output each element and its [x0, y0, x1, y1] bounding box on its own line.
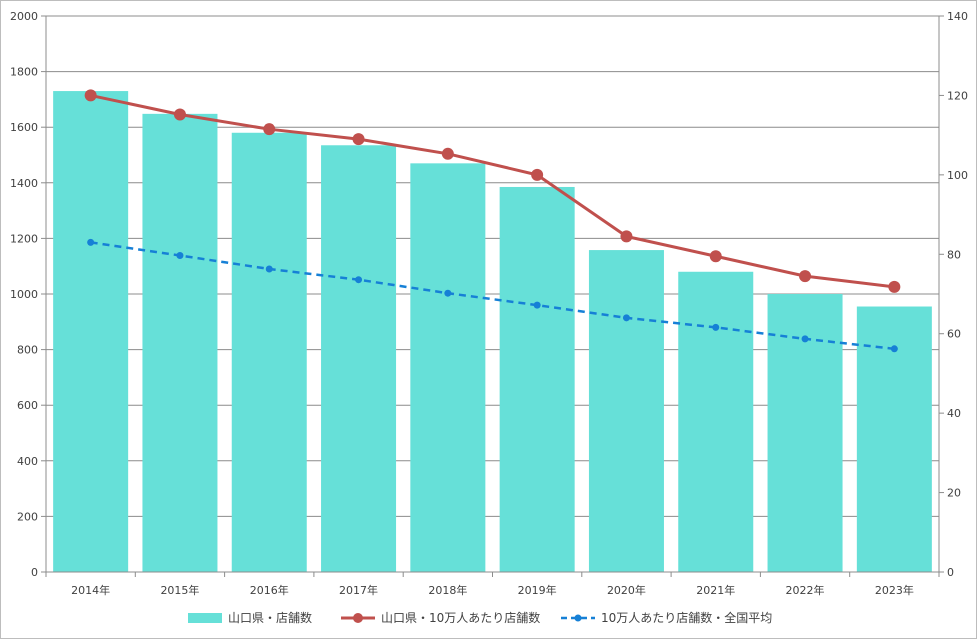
series-point [533, 301, 541, 309]
legend-marker [353, 613, 363, 623]
legend-label: 10万人あたり店舗数・全国平均 [601, 610, 772, 625]
left-tick-label: 600 [17, 399, 38, 412]
left-tick-label: 1400 [10, 177, 38, 190]
x-tick-label: 2017年 [339, 583, 378, 597]
x-tick-label: 2015年 [160, 583, 199, 597]
right-tick-label: 20 [947, 487, 961, 500]
x-tick-label: 2021年 [696, 583, 735, 597]
series-point [84, 89, 97, 102]
left-tick-label: 0 [31, 566, 38, 579]
x-tick-label: 2019年 [518, 583, 557, 597]
legend: 山口県・店舗数 山口県・10万人あたり店舗数 10万人あたり店舗数・全国平均 [188, 610, 772, 625]
series-point [712, 323, 720, 331]
bar [678, 271, 754, 572]
right-tick-label: 60 [947, 328, 961, 341]
left-tick-label: 800 [17, 344, 38, 357]
series-point [352, 133, 365, 146]
series-point [444, 289, 452, 297]
x-axis-ticks: 2014年 2015年 2016年 2017年 2018年 2019年 2020年 2021年… [71, 583, 914, 597]
right-axis-ticks: 0 20 40 60 80 100 120 140 [947, 10, 968, 579]
axes [41, 15, 944, 577]
series-point [441, 147, 454, 160]
legend-bar-swatch [188, 613, 222, 623]
series-point [799, 270, 812, 283]
series-point [801, 335, 809, 343]
series-point [620, 230, 633, 243]
x-tick-label: 2023年 [875, 583, 914, 597]
series-point [176, 251, 184, 259]
series-point [355, 276, 363, 284]
right-tick-label: 80 [947, 248, 961, 261]
legend-marker [574, 614, 582, 622]
dashed-series-line [90, 241, 895, 351]
legend-label: 山口県・10万人あたり店舗数 [381, 610, 540, 625]
x-tick-label: 2022年 [786, 583, 825, 597]
series-point [173, 108, 186, 121]
series-point [265, 265, 273, 273]
right-tick-label: 0 [947, 566, 954, 579]
series-point [531, 168, 544, 181]
left-tick-label: 200 [17, 510, 38, 523]
right-tick-label: 100 [947, 169, 968, 182]
bar [321, 145, 397, 572]
series-point [709, 250, 722, 263]
right-tick-label: 120 [947, 89, 968, 102]
x-tick-label: 2020年 [607, 583, 646, 597]
bar [588, 250, 664, 573]
left-tick-label: 1800 [10, 66, 38, 79]
left-tick-label: 2000 [10, 10, 38, 23]
series-point [87, 238, 95, 246]
line-series [84, 89, 901, 353]
series-point [622, 314, 630, 322]
bar [499, 186, 575, 572]
series-point [888, 280, 901, 293]
x-tick-label: 2016年 [250, 583, 289, 597]
series-point [263, 123, 276, 136]
series-line [90, 93, 895, 289]
left-tick-label: 1200 [10, 232, 38, 245]
left-tick-label: 1600 [10, 121, 38, 134]
bar [53, 91, 129, 572]
bar-series [53, 91, 932, 573]
bar [231, 132, 307, 572]
legend-label: 山口県・店舗数 [228, 610, 312, 625]
right-tick-label: 140 [947, 10, 968, 23]
bar [142, 113, 218, 572]
bar [410, 163, 486, 572]
series-point [890, 345, 898, 353]
left-axis-ticks: 0 200 400 600 800 1000 1200 1400 1600 1800 2000 [10, 10, 38, 579]
left-tick-label: 1000 [10, 288, 38, 301]
right-tick-label: 40 [947, 407, 961, 420]
left-tick-label: 400 [17, 455, 38, 468]
x-tick-label: 2018年 [428, 583, 467, 597]
x-tick-label: 2014年 [71, 583, 110, 597]
